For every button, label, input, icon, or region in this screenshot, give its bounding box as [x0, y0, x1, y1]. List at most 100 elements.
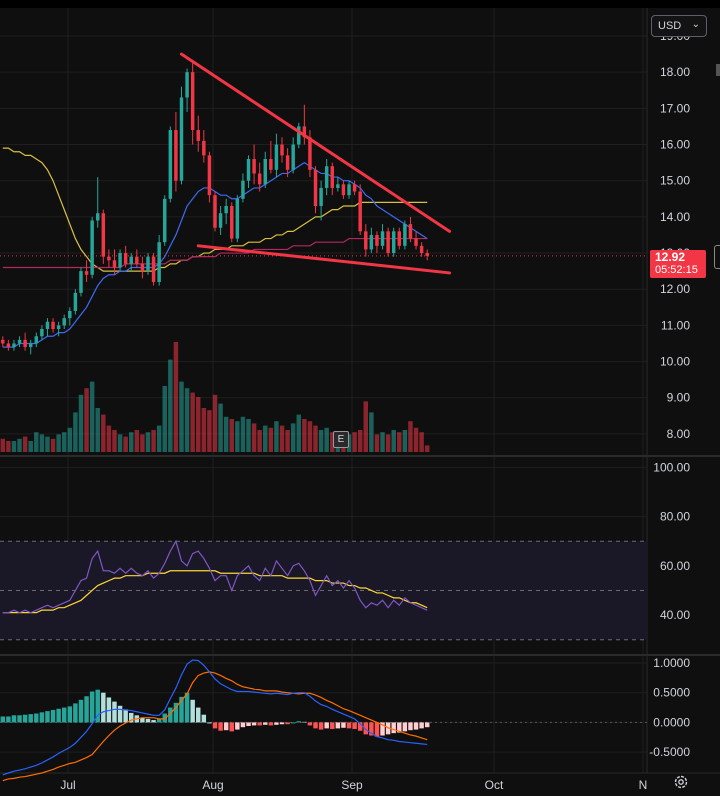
- macd-histogram-bar: [246, 722, 251, 727]
- y-tick-label: 15.00: [660, 174, 690, 188]
- top-strip: [0, 0, 720, 8]
- candle-body: [157, 242, 161, 282]
- volume-bar: [6, 441, 11, 452]
- candle-body: [84, 271, 89, 275]
- currency-label: USD: [658, 20, 682, 32]
- candle-body: [246, 158, 251, 181]
- candle-body: [297, 126, 301, 145]
- macd-histogram-bar: [402, 722, 408, 732]
- candle-body: [151, 256, 156, 282]
- y-tick-label: 0.0000: [653, 715, 690, 729]
- volume-bar: [61, 432, 67, 452]
- macd-histogram-bar: [413, 722, 419, 730]
- volume-bar: [285, 430, 290, 452]
- volume-bar: [374, 434, 380, 452]
- volume-bar: [235, 421, 240, 452]
- candle-body: [185, 72, 189, 98]
- y-tick-label: 8.00: [667, 427, 691, 441]
- rsi-ma-line: [2, 570, 428, 614]
- candle-body: [224, 206, 228, 214]
- candle-body: [95, 213, 100, 221]
- candle-body: [34, 336, 39, 344]
- macd-histogram-bar: [251, 722, 257, 726]
- volume-bar: [296, 414, 301, 452]
- candle-body: [207, 155, 212, 196]
- gear-icon[interactable]: [672, 774, 690, 792]
- macd-histogram-bar: [229, 722, 234, 732]
- volume-bar: [357, 430, 363, 452]
- macd-histogram-bar: [296, 721, 301, 723]
- candle-body: [391, 231, 396, 254]
- macd-histogram-bar: [196, 707, 201, 723]
- volume-bar: [201, 408, 207, 452]
- y-tick-label: 100.00: [653, 460, 690, 474]
- macd-histogram-bar: [223, 722, 229, 731]
- y-tick-label: 60.00: [660, 559, 690, 573]
- candle-body: [408, 224, 413, 239]
- macd-histogram-bar: [89, 691, 95, 723]
- sma-mid-line: [2, 237, 428, 269]
- candle-body: [241, 180, 245, 199]
- volume-bar: [73, 412, 78, 452]
- volume-bar: [207, 410, 212, 452]
- candle-body: [218, 213, 223, 228]
- volume-bar: [145, 432, 151, 452]
- candle-body: [369, 234, 374, 250]
- macd-histogram-bar: [61, 707, 67, 723]
- volume-bar: [17, 438, 22, 452]
- candle-body: [330, 166, 335, 188]
- candle-body: [56, 325, 61, 330]
- x-tick-label: Aug: [202, 778, 223, 792]
- chevron-down-icon: ⌄: [691, 19, 700, 30]
- earnings-badge[interactable]: E: [333, 431, 349, 448]
- macd-histogram-bar: [369, 722, 374, 736]
- volume-bar: [190, 392, 195, 452]
- candle-body: [68, 310, 72, 319]
- y-tick-label: 40.00: [660, 608, 690, 622]
- candle-body: [313, 169, 318, 207]
- macd-histogram-bar: [302, 721, 307, 723]
- macd-histogram-bar: [129, 712, 134, 723]
- macd-histogram-bar: [330, 722, 335, 729]
- macd-histogram-bar: [162, 713, 167, 723]
- volume-bar: [168, 359, 173, 452]
- volume-bar: [129, 432, 134, 452]
- y-tick-label: 9.00: [667, 391, 691, 405]
- rsi-line: [2, 539, 428, 614]
- volume-bar: [95, 408, 100, 452]
- candle-body: [380, 231, 385, 246]
- candle-body: [364, 231, 368, 250]
- candle-body: [202, 140, 206, 156]
- candle-body: [252, 158, 256, 174]
- candle-body: [140, 263, 145, 272]
- macd-histogram-bar: [324, 722, 329, 729]
- candle-body: [285, 155, 290, 170]
- volume-bar: [302, 419, 307, 452]
- scroll-handle[interactable]: [716, 64, 720, 76]
- candle-body: [17, 339, 22, 344]
- candle-body: [118, 253, 122, 268]
- macd-histogram-bar: [374, 722, 380, 737]
- volume-bar: [346, 434, 352, 452]
- candle-body: [319, 187, 323, 207]
- candle-body: [235, 198, 240, 239]
- volume-bar: [45, 436, 50, 452]
- macd-histogram-bar: [201, 714, 207, 723]
- candle-body: [414, 238, 418, 246]
- macd-histogram-bar: [34, 713, 39, 723]
- macd-histogram-bar: [50, 709, 56, 723]
- candle-body: [101, 213, 106, 257]
- volume-bar: [50, 438, 56, 452]
- macd-histogram-bar: [218, 722, 223, 731]
- y-tick-label: 18.00: [660, 65, 690, 79]
- candle-body: [269, 158, 273, 170]
- volume-bar: [318, 430, 324, 452]
- volume-bar: [212, 394, 218, 452]
- currency-selector[interactable]: USD ⌄: [651, 15, 707, 37]
- panel-toggle-tab[interactable]: [714, 245, 720, 269]
- ema-short-line: [2, 161, 428, 348]
- macd-histogram-bar: [112, 701, 117, 723]
- macd-histogram-bar: [117, 705, 123, 723]
- volume-bar: [11, 441, 17, 452]
